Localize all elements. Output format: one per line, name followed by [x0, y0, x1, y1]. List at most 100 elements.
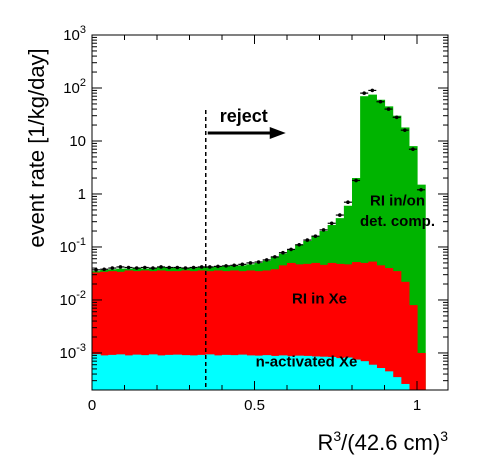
data-point	[370, 88, 375, 93]
data-point	[273, 255, 277, 259]
data-point	[240, 262, 245, 267]
stacked-areas	[92, 94, 426, 391]
data-point	[378, 99, 383, 104]
bar-n-activated-xe	[148, 354, 158, 390]
y-tick-exp: -2	[76, 289, 86, 301]
bar-ri-in-xe	[392, 271, 402, 390]
bar-ri-in-xe	[352, 262, 361, 390]
bar-n-activated-xe	[238, 354, 247, 390]
bar-n-activated-xe	[157, 355, 166, 390]
y-tick-label: 10	[69, 133, 86, 150]
bar-ri-in-xe	[303, 263, 312, 390]
data-point	[110, 266, 115, 270]
bar-n-activated-xe	[140, 355, 150, 390]
bar-ri-in-on-det-comp	[368, 94, 377, 390]
data-point	[321, 228, 326, 232]
bar-ri-in-xe	[132, 271, 142, 390]
bar-ri-in-xe	[376, 265, 386, 390]
bar-ri-in-on-det-comp	[408, 146, 418, 390]
y-tick-base: 10	[60, 239, 77, 256]
bar-ri-in-xe	[140, 270, 150, 390]
data-point	[419, 187, 423, 192]
data-point	[289, 247, 293, 252]
x-tick-label: 0.5	[244, 397, 265, 414]
bar-n-activated-xe	[270, 355, 280, 390]
annotation-label: det. comp.	[360, 213, 435, 230]
bar-ri-in-xe	[319, 264, 329, 390]
plot-frame	[91, 34, 449, 391]
y-tick-exp: -1	[76, 236, 86, 248]
y-tick-base: 10	[63, 80, 80, 97]
data-point	[159, 265, 163, 269]
bar-n-activated-xe	[360, 361, 369, 390]
y-tick-exp: -3	[76, 342, 86, 354]
bar-ri-in-on-det-comp	[360, 96, 369, 391]
data-point	[175, 265, 180, 270]
bar-ri-in-xe	[189, 271, 199, 390]
bar-ri-in-xe	[417, 352, 426, 390]
bar-n-activated-xe	[100, 355, 109, 390]
y-tick-base: 10	[63, 27, 80, 44]
bar-n-activated-xe	[254, 355, 264, 390]
reject-label: reject	[220, 106, 268, 126]
x-tick-label: 1	[413, 397, 421, 414]
bar-n-activated-xe	[287, 356, 296, 390]
bar-n-activated-xe	[327, 356, 337, 390]
bar-n-activated-xe	[392, 377, 402, 390]
bar-n-activated-xe	[278, 355, 288, 390]
bar-n-activated-xe	[173, 354, 182, 390]
y-axis-title: event rate [1/kg/day]	[24, 48, 49, 247]
bar-n-activated-xe	[205, 354, 215, 390]
x-axis-title-r: R	[317, 430, 333, 455]
bar-n-activated-xe	[197, 354, 207, 390]
data-point	[297, 242, 301, 247]
bar-n-activated-xe	[335, 358, 345, 390]
bar-n-activated-xe	[213, 355, 223, 390]
data-point	[102, 267, 106, 272]
bar-ri-in-xe	[246, 270, 256, 390]
bar-ri-in-xe	[360, 262, 369, 390]
plot-border	[91, 34, 449, 391]
bar-ri-in-xe	[254, 271, 264, 390]
data-point	[224, 264, 228, 268]
y-tick-label: 102	[63, 77, 86, 97]
x-axis-title-sup2: 3	[440, 428, 448, 444]
bar-n-activated-xe	[319, 356, 329, 390]
bar-ri-in-xe	[327, 262, 337, 390]
bar-ri-in-xe	[270, 269, 280, 390]
bar-ri-in-xe	[384, 268, 394, 390]
y-tick-label: 10-3	[60, 342, 86, 362]
y-tick-label: 10-1	[60, 236, 86, 256]
bar-n-activated-xe	[368, 364, 377, 390]
annotation-label: RI in Xe	[292, 291, 347, 308]
bar-ri-in-xe	[157, 270, 166, 390]
bar-ri-in-on-det-comp	[384, 106, 394, 390]
data-point	[354, 178, 358, 183]
annotations: RI in/on det. comp. RI in Xe n-activated Xe	[256, 193, 435, 371]
bar-n-activated-xe	[165, 354, 174, 390]
bar-n-activated-xe	[352, 359, 361, 390]
data-point	[126, 265, 131, 270]
bar-ri-in-xe	[108, 271, 117, 390]
bar-n-activated-xe	[108, 354, 117, 390]
bar-n-activated-xe	[246, 355, 256, 390]
bar-ri-in-xe	[100, 271, 109, 390]
data-point	[403, 128, 407, 132]
y-tick-label: 103	[63, 24, 86, 44]
bar-ri-in-xe	[368, 261, 377, 390]
y-tick-base: 10	[60, 345, 77, 362]
bar-ri-in-xe	[165, 271, 174, 390]
bar-ri-in-xe	[92, 272, 101, 390]
reject-arrow-head	[269, 127, 286, 139]
x-axis-title-mid: /(42.6 cm)	[341, 430, 440, 455]
data-point	[394, 115, 399, 120]
bar-n-activated-xe	[92, 354, 101, 390]
bar-n-activated-xe	[262, 355, 272, 390]
data-point	[208, 265, 212, 269]
data-point	[338, 213, 342, 217]
data-point	[199, 265, 204, 269]
bar-n-activated-xe	[116, 354, 126, 390]
bar-n-activated-xe	[303, 355, 312, 390]
y-tick-exp: 2	[80, 77, 86, 89]
